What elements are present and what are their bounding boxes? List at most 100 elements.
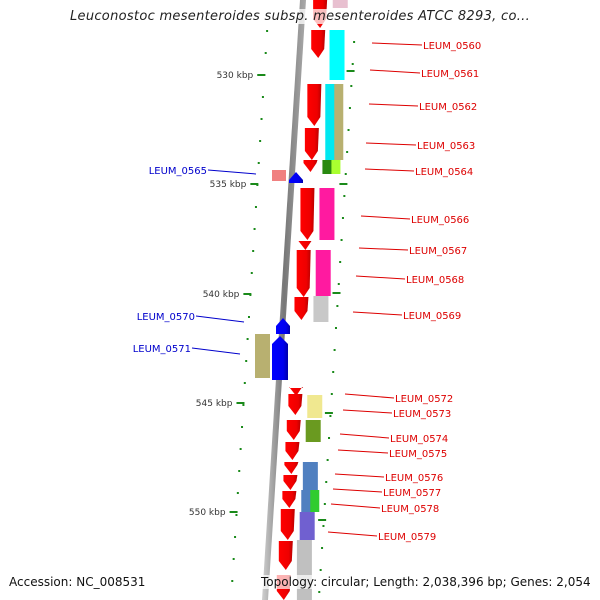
minor-tick — [235, 514, 238, 516]
gene-label[interactable]: LEUM_0579 — [378, 532, 436, 543]
gene-label[interactable]: LEUM_0573 — [393, 409, 451, 420]
gene-label[interactable]: LEUM_0572 — [395, 394, 453, 405]
gene-feature-box[interactable] — [299, 512, 315, 540]
gene-leader-line — [358, 247, 409, 251]
forward-gene-arrow[interactable] — [304, 128, 319, 160]
gene-label[interactable]: LEUM_0570 — [137, 312, 195, 323]
gene-leader-line — [339, 433, 390, 439]
forward-gene-arrow[interactable] — [307, 84, 322, 126]
forward-gene-arrow[interactable] — [311, 30, 326, 58]
gene-label[interactable]: LEUM_0577 — [383, 488, 441, 499]
gene-leader-line — [352, 311, 403, 316]
reverse-gene-arrow[interactable] — [289, 172, 303, 183]
gene-label[interactable]: LEUM_0566 — [411, 215, 469, 226]
minor-tick — [246, 338, 249, 340]
minor-tick — [247, 316, 250, 318]
forward-gene-arrow[interactable] — [285, 442, 300, 460]
gene-label[interactable]: LEUM_0564 — [415, 167, 473, 178]
gene-label[interactable]: LEUM_0571 — [133, 344, 191, 355]
minor-tick — [341, 217, 344, 219]
minor-tick — [336, 305, 339, 307]
gene-label[interactable]: LEUM_0563 — [417, 141, 475, 152]
gene-feature-box[interactable] — [331, 160, 341, 174]
gene-feature-box[interactable] — [296, 540, 312, 600]
major-tick — [339, 183, 348, 185]
ruler-label: 530 kbp — [217, 71, 254, 81]
gene-leader-line — [195, 315, 245, 323]
gene-label[interactable]: LEUM_0576 — [385, 473, 443, 484]
major-tick — [243, 293, 252, 295]
gene-label[interactable]: LEUM_0574 — [390, 434, 448, 445]
minor-tick — [346, 151, 349, 153]
minor-tick — [326, 459, 329, 461]
gene-leader-line — [327, 531, 378, 537]
forward-gene-arrow[interactable] — [303, 160, 318, 172]
forward-gene-arrow[interactable] — [294, 297, 309, 320]
minor-tick — [259, 140, 262, 142]
minor-tick — [232, 558, 235, 560]
gene-leader-line — [344, 393, 395, 399]
ruler-label: 545 kbp — [196, 399, 233, 409]
reverse-gene-arrow[interactable] — [276, 318, 290, 334]
gene-label[interactable]: LEUM_0568 — [406, 275, 464, 286]
gene-label[interactable]: LEUM_0565 — [149, 166, 207, 177]
forward-gene-arrow[interactable] — [278, 541, 293, 570]
major-tick — [324, 412, 333, 414]
forward-gene-arrow[interactable] — [286, 420, 301, 440]
minor-tick — [252, 250, 255, 252]
forward-gene-arrow[interactable] — [289, 387, 304, 396]
minor-tick — [351, 63, 354, 65]
minor-tick — [348, 107, 351, 109]
minor-tick — [340, 239, 343, 241]
minor-tick — [334, 327, 337, 329]
forward-gene-arrow[interactable] — [300, 188, 315, 240]
minor-tick — [325, 481, 328, 483]
forward-gene-arrow[interactable] — [288, 394, 303, 415]
gene-label[interactable]: LEUM_0575 — [389, 449, 447, 460]
reverse-gene-arrow[interactable] — [272, 336, 288, 380]
minor-tick — [322, 525, 325, 527]
gene-feature-box[interactable] — [310, 490, 320, 512]
gene-feature-box[interactable] — [305, 420, 321, 442]
minor-tick — [257, 162, 260, 164]
forward-gene-arrow[interactable] — [296, 250, 311, 297]
gene-label[interactable]: LEUM_0561 — [421, 69, 479, 80]
gene-label[interactable]: LEUM_0569 — [403, 311, 461, 322]
gene-feature-box[interactable] — [313, 296, 329, 322]
gene-feature-box[interactable] — [329, 30, 345, 80]
gene-leader-line — [207, 169, 257, 175]
major-tick — [236, 402, 245, 404]
forward-gene-arrow[interactable] — [282, 491, 297, 508]
gene-leader-line — [364, 168, 415, 172]
gene-feature-box[interactable] — [334, 84, 344, 160]
minor-tick — [353, 41, 356, 43]
genome-summary: Topology: circular; Length: 2,038,396 bp… — [261, 575, 591, 589]
minor-tick — [261, 96, 264, 98]
gene-feature-box[interactable] — [302, 462, 318, 490]
gene-label[interactable]: LEUM_0562 — [419, 102, 477, 113]
major-tick — [250, 183, 259, 185]
minor-tick — [321, 547, 324, 549]
gene-label[interactable]: LEUM_0578 — [381, 504, 439, 515]
gene-label[interactable]: LEUM_0560 — [423, 41, 481, 52]
forward-gene-arrow[interactable] — [284, 462, 299, 474]
gene-feature-box[interactable] — [272, 170, 286, 181]
gene-leader-line — [191, 347, 241, 355]
gene-feature-box[interactable] — [332, 0, 348, 8]
gene-feature-box[interactable] — [319, 188, 335, 240]
gene-feature-box[interactable] — [315, 250, 331, 296]
minor-tick — [236, 492, 239, 494]
minor-tick — [260, 118, 263, 120]
minor-tick — [350, 85, 353, 87]
minor-tick — [239, 448, 242, 450]
gene-label[interactable]: LEUM_0567 — [409, 246, 467, 257]
gene-feature-box[interactable] — [307, 395, 323, 418]
gene-feature-box[interactable] — [255, 334, 270, 378]
forward-gene-arrow[interactable] — [298, 241, 313, 250]
forward-gene-arrow[interactable] — [283, 475, 298, 490]
ruler-label: 540 kbp — [203, 290, 240, 300]
minor-tick — [328, 437, 331, 439]
minor-tick — [264, 52, 267, 54]
forward-gene-arrow[interactable] — [280, 509, 295, 540]
